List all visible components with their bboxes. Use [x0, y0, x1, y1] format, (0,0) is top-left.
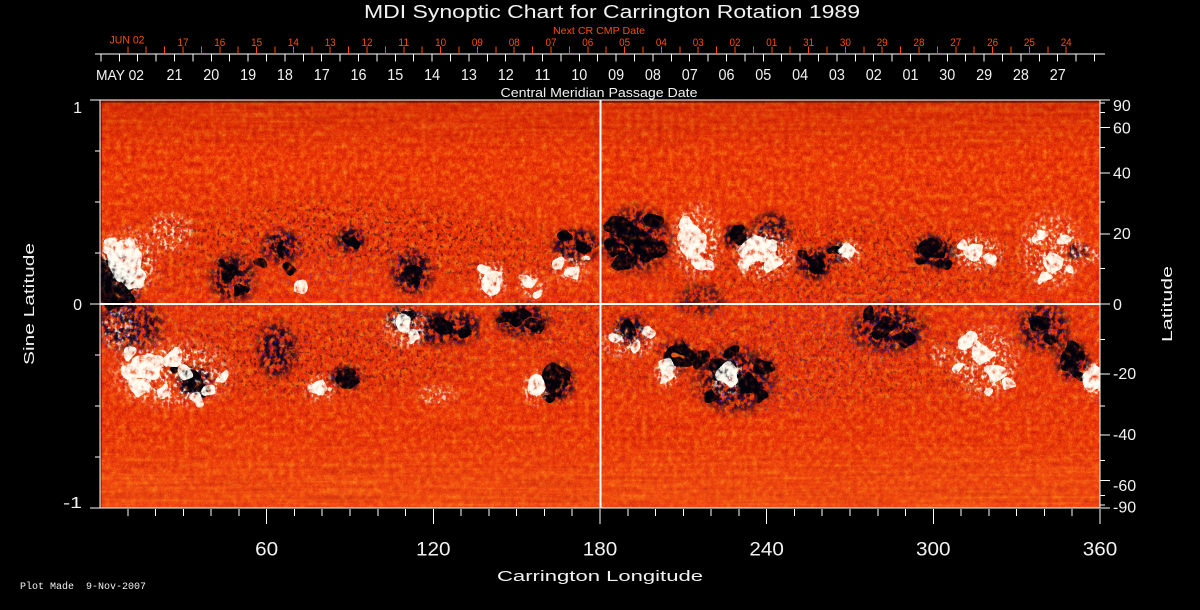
- svg-text:29: 29: [877, 37, 888, 49]
- svg-text:02: 02: [866, 67, 882, 84]
- svg-text:29: 29: [976, 67, 992, 84]
- svg-text:14: 14: [288, 37, 299, 49]
- svg-text:27: 27: [1050, 67, 1066, 84]
- svg-text:Latitude: Latitude: [1160, 266, 1176, 342]
- svg-text:Next CR CMP Date: Next CR CMP Date: [553, 25, 645, 37]
- svg-text:MAY 02: MAY 02: [96, 67, 144, 84]
- svg-text:24: 24: [1061, 37, 1072, 49]
- svg-text:04: 04: [656, 37, 667, 49]
- svg-text:30: 30: [840, 37, 851, 49]
- svg-text:40: 40: [1113, 166, 1131, 183]
- svg-text:20: 20: [1113, 226, 1131, 243]
- svg-text:11: 11: [535, 67, 551, 84]
- svg-text:-1: -1: [63, 495, 82, 512]
- svg-text:60: 60: [1113, 121, 1131, 138]
- svg-text:180: 180: [583, 539, 618, 561]
- svg-text:06: 06: [582, 37, 593, 49]
- svg-text:16: 16: [351, 67, 367, 84]
- svg-text:13: 13: [461, 67, 477, 84]
- svg-text:28: 28: [1013, 67, 1029, 84]
- svg-text:07: 07: [682, 67, 698, 84]
- svg-text:16: 16: [214, 37, 225, 49]
- svg-text:01: 01: [903, 67, 919, 84]
- svg-text:360: 360: [1083, 539, 1118, 561]
- svg-text:0: 0: [73, 297, 82, 314]
- svg-text:05: 05: [755, 67, 771, 84]
- svg-text:60: 60: [255, 539, 278, 561]
- svg-text:28: 28: [914, 37, 925, 49]
- svg-text:17: 17: [178, 37, 189, 49]
- svg-text:Carrington Longitude: Carrington Longitude: [497, 569, 703, 585]
- svg-text:10: 10: [435, 37, 446, 49]
- svg-text:03: 03: [829, 67, 845, 84]
- svg-text:17: 17: [314, 67, 330, 84]
- svg-text:Sine Latitude: Sine Latitude: [22, 243, 38, 365]
- svg-text:14: 14: [424, 67, 440, 84]
- svg-text:JUN 02: JUN 02: [110, 35, 145, 47]
- svg-text:08: 08: [645, 67, 661, 84]
- svg-text:1: 1: [73, 100, 82, 117]
- svg-text:11: 11: [398, 37, 409, 49]
- svg-text:300: 300: [916, 539, 951, 561]
- svg-text:12: 12: [498, 67, 514, 84]
- svg-text:0: 0: [1113, 297, 1122, 314]
- svg-text:-40: -40: [1113, 427, 1136, 444]
- svg-text:03: 03: [693, 37, 704, 49]
- svg-text:02: 02: [730, 37, 741, 49]
- svg-text:10: 10: [571, 67, 587, 84]
- svg-text:15: 15: [387, 67, 403, 84]
- svg-text:-20: -20: [1113, 366, 1136, 383]
- svg-text:12: 12: [362, 37, 373, 49]
- svg-text:20: 20: [203, 67, 219, 84]
- svg-text:18: 18: [277, 67, 293, 84]
- svg-text:08: 08: [509, 37, 520, 49]
- svg-text:-90: -90: [1113, 500, 1136, 517]
- svg-text:21: 21: [167, 67, 183, 84]
- svg-text:04: 04: [792, 67, 808, 84]
- svg-text:01: 01: [766, 37, 777, 49]
- svg-text:07: 07: [546, 37, 557, 49]
- svg-text:MDI Synoptic Chart for Carring: MDI Synoptic Chart for Carrington Rotati…: [364, 2, 860, 22]
- svg-text:27: 27: [950, 37, 961, 49]
- svg-text:120: 120: [416, 539, 451, 561]
- svg-text:15: 15: [251, 37, 262, 49]
- svg-text:25: 25: [1024, 37, 1035, 49]
- svg-text:19: 19: [240, 67, 256, 84]
- svg-text:26: 26: [987, 37, 998, 49]
- svg-text:05: 05: [619, 37, 630, 49]
- svg-text:30: 30: [939, 67, 955, 84]
- svg-text:13: 13: [325, 37, 336, 49]
- svg-text:-60: -60: [1113, 478, 1136, 495]
- svg-text:Plot Made 9-Nov-2007: Plot Made 9-Nov-2007: [20, 581, 146, 593]
- svg-text:09: 09: [608, 67, 624, 84]
- svg-text:Central Meridian Passage Date: Central Meridian Passage Date: [501, 86, 698, 100]
- svg-text:90: 90: [1113, 98, 1131, 115]
- svg-text:31: 31: [803, 37, 814, 49]
- svg-text:06: 06: [719, 67, 735, 84]
- svg-text:240: 240: [749, 539, 784, 561]
- svg-text:09: 09: [472, 37, 483, 49]
